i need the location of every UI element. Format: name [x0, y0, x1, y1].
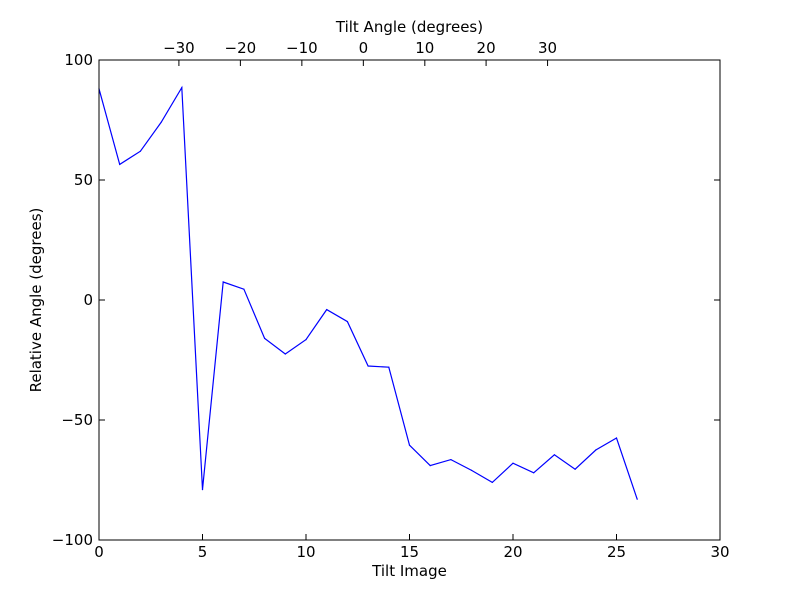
y-tick-label: 0: [83, 291, 93, 309]
data-point: [346, 321, 348, 323]
data-point: [615, 437, 618, 439]
x-tick-label: 5: [198, 543, 208, 561]
top-x-tick-label: −30: [163, 39, 195, 57]
data-point: [222, 281, 224, 283]
data-point: [595, 449, 597, 451]
x-axis-label: Tilt Image: [371, 562, 447, 580]
top-x-tick-label: 30: [538, 39, 557, 57]
data-point: [305, 339, 307, 341]
data-point: [471, 469, 473, 471]
data-point: [264, 337, 266, 339]
data-point: [181, 87, 183, 89]
data-point: [119, 163, 121, 165]
data-point: [326, 309, 328, 311]
top-x-tick-label: 20: [477, 39, 496, 57]
top-x-tick-label: −10: [286, 39, 318, 57]
data-point: [284, 353, 286, 355]
top-x-tick-label: −20: [225, 39, 257, 57]
x-tick-label: 30: [710, 543, 729, 561]
data-point: [160, 121, 162, 123]
top-x-tick-label: 0: [359, 39, 369, 57]
x-tick-label: 20: [503, 543, 522, 561]
data-point: [429, 465, 431, 467]
data-point: [408, 444, 411, 446]
series-line: [98, 85, 638, 500]
y-axis-label: Relative Angle (degrees): [27, 208, 45, 393]
data-point: [243, 288, 245, 290]
top-x-axis-label: Tilt Angle (degrees): [335, 18, 483, 36]
data-point: [388, 366, 390, 368]
data-point: [367, 365, 369, 367]
y-tick-label: −100: [52, 531, 93, 549]
x-tick-label: 25: [607, 543, 626, 561]
y-tick-label: 100: [64, 51, 93, 69]
y-tick-label: −50: [61, 411, 93, 429]
x-tick-label: 15: [400, 543, 419, 561]
x-tick-label: 0: [94, 543, 104, 561]
series-layer: [98, 85, 638, 500]
data-point: [139, 150, 141, 152]
data-point: [512, 462, 514, 464]
data-point: [450, 459, 452, 461]
data-point: [533, 472, 535, 474]
data-point: [491, 481, 493, 483]
top-x-tick-label: 10: [415, 39, 434, 57]
data-point: [574, 468, 576, 470]
x-tick-label: 10: [296, 543, 315, 561]
y-tick-label: 50: [74, 171, 93, 189]
data-point: [201, 489, 204, 491]
data-point: [553, 454, 556, 456]
data-point: [636, 498, 638, 500]
